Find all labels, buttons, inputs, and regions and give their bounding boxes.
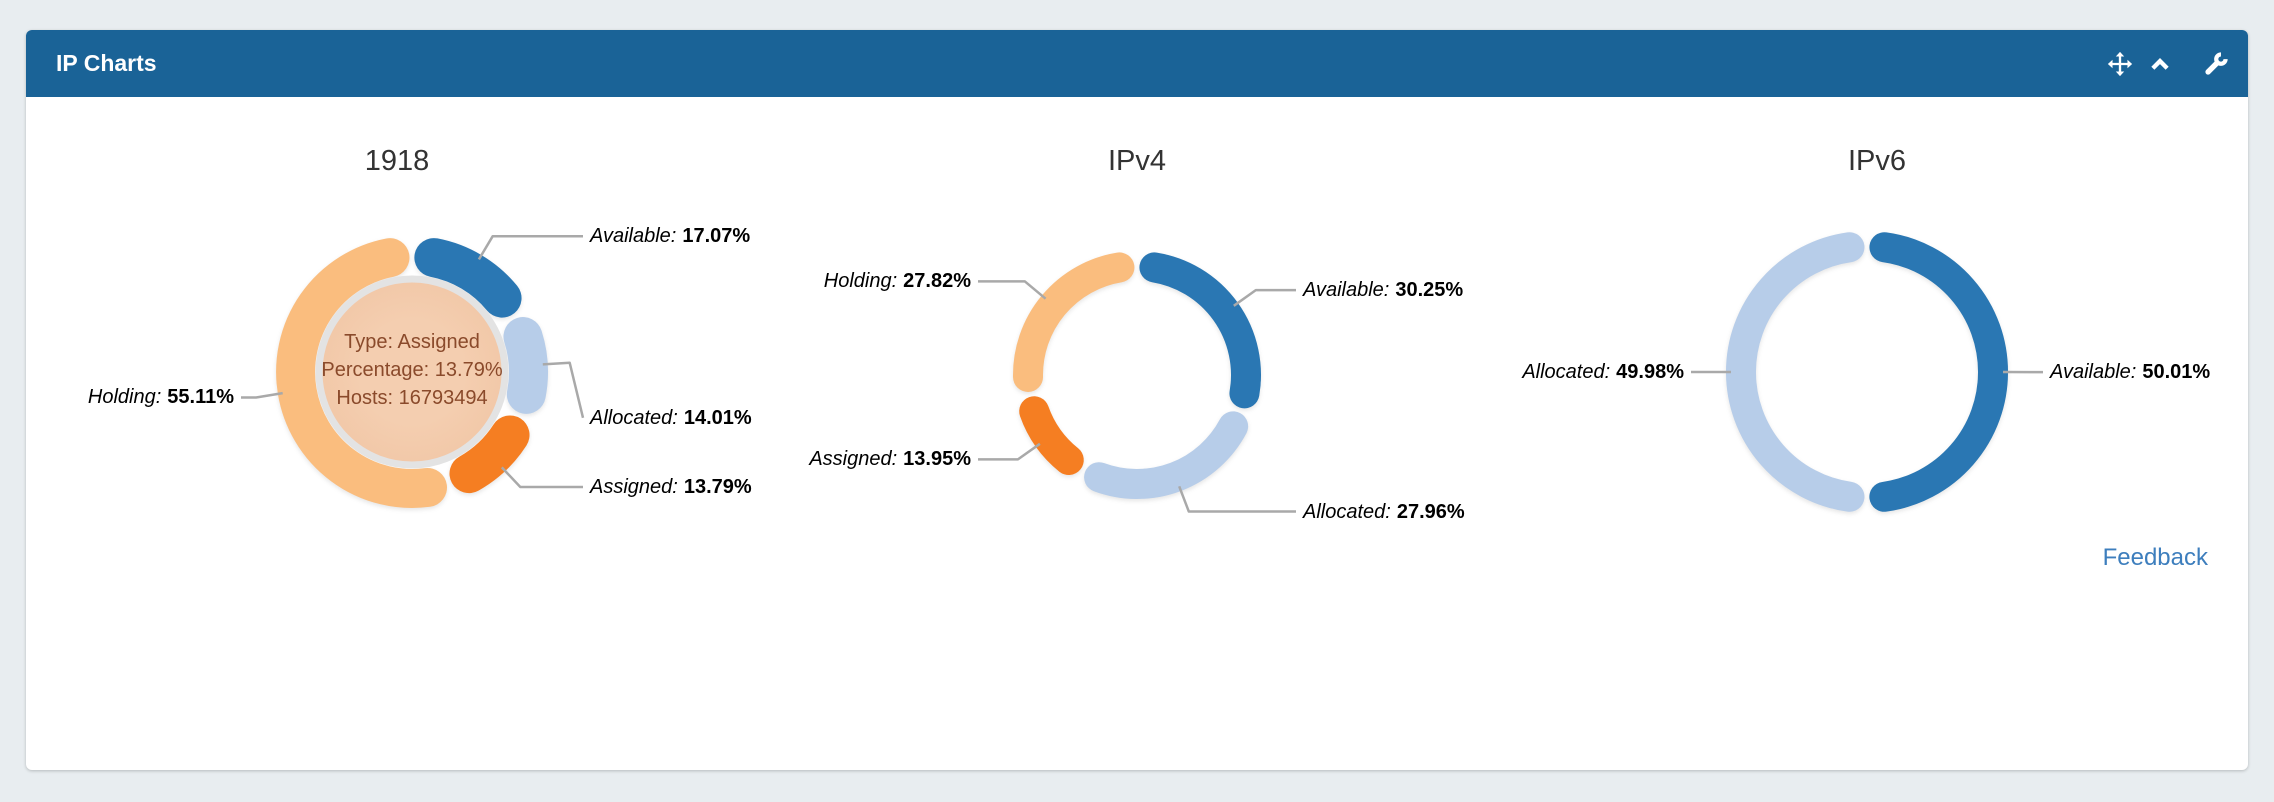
slice-label-value: 50.01% <box>2142 361 2211 384</box>
slice-label-value: 27.82% <box>903 270 971 293</box>
slice-label-name: Available: <box>1303 279 1390 302</box>
donut-slice-available[interactable] <box>1869 232 2008 512</box>
header-icons <box>2104 48 2232 80</box>
panel-header: IP Charts <box>26 30 2248 97</box>
slice-label-value: 13.79% <box>683 476 752 498</box>
chart-title: IPv6 <box>1847 145 1907 177</box>
center-tooltip-circle <box>315 275 509 469</box>
donut-slice-allocated[interactable] <box>503 317 548 414</box>
ip-charts-panel: IP Charts 1918 Available: 17.07% Allocated: <box>26 30 2248 770</box>
donut-slice-allocated[interactable] <box>1726 232 1865 512</box>
slice-label-available: Available: 50.01% <box>2050 359 2210 385</box>
slice-label-name: Available: <box>590 225 677 248</box>
donut-slice-available[interactable] <box>1139 252 1261 409</box>
panel-title: IP Charts <box>56 50 157 76</box>
donut-slice-allocated[interactable] <box>1084 411 1249 499</box>
feedback-link[interactable]: Feedback <box>2102 544 2208 571</box>
slice-label-holding: Holding: 55.11% <box>88 384 234 410</box>
slice-label-available: Available: 17.07% <box>590 223 750 249</box>
slice-label-value: 55.11% <box>167 386 234 409</box>
label-connector <box>500 466 583 489</box>
label-connector <box>1233 288 1296 307</box>
slice-label-value: 49.98% <box>1616 361 1684 383</box>
label-connector <box>978 442 1041 461</box>
donut-chart-1918: 1918 Available: 17.07% Allocated: 14.01% Assi… <box>27 97 767 617</box>
slice-label-assigned: Assigned: 13.79% <box>590 474 752 500</box>
donut-chart-ipv4: IPv4 Available: 30.25% Allocated: 27.96% Assi… <box>767 97 1507 617</box>
donut-svg <box>241 234 585 508</box>
label-connector <box>1178 485 1296 513</box>
slice-label-available: Available: 30.25% <box>1303 277 1463 303</box>
slice-label-name: Holding: <box>823 270 898 293</box>
move-icon[interactable] <box>2104 48 2136 80</box>
label-connector <box>542 361 585 419</box>
chart-title: IPv4 <box>1107 145 1167 177</box>
donut-slice-available[interactable] <box>414 238 522 318</box>
slice-label-value: 17.07% <box>682 225 751 248</box>
collapse-icon[interactable] <box>2144 48 2176 80</box>
settings-wrench-icon[interactable] <box>2200 48 2232 80</box>
slice-label-name: Assigned: <box>590 476 678 498</box>
donut-slice-holding[interactable] <box>276 238 448 508</box>
slice-label-name: Holding: <box>87 386 162 409</box>
label-connector <box>477 234 583 261</box>
slice-label-name: Allocated: <box>1303 500 1391 523</box>
slice-label-value: 14.01% <box>683 406 752 429</box>
chart-title: 1918 <box>364 145 430 177</box>
slice-label-name: Assigned: <box>809 448 898 471</box>
donut-svg <box>978 252 1296 513</box>
slice-label-value: 13.95% <box>903 448 971 471</box>
slice-label-name: Allocated: <box>1522 361 1611 383</box>
slice-label-name: Available: <box>2050 361 2137 384</box>
donut-slice-holding[interactable] <box>1013 252 1135 392</box>
slice-label-assigned: Assigned: 13.95% <box>809 446 971 472</box>
slice-label-allocated: Allocated: 14.01% <box>590 405 752 431</box>
donut-slice-assigned[interactable] <box>449 415 530 494</box>
donut-slice-assigned[interactable] <box>1019 396 1084 475</box>
slice-label-name: Allocated: <box>590 406 678 429</box>
label-connector <box>978 280 1047 300</box>
panel-body: 1918 Available: 17.07% Allocated: 14.01% Assi… <box>26 97 2248 770</box>
donut-chart-ipv6: IPv6 Available: 50.01% Allocated: 49.98% <box>1507 97 2247 617</box>
slice-label-value: 30.25% <box>1395 279 1464 302</box>
label-connector <box>241 391 283 399</box>
charts-row: 1918 Available: 17.07% Allocated: 14.01% Assi… <box>26 97 2248 617</box>
slice-label-allocated: Allocated: 27.96% <box>1303 499 1465 525</box>
slice-label-allocated: Allocated: 49.98% <box>1522 359 1684 385</box>
donut-svg <box>1691 232 2043 512</box>
slice-label-value: 27.96% <box>1396 500 1465 523</box>
slice-label-holding: Holding: 27.82% <box>824 268 971 294</box>
